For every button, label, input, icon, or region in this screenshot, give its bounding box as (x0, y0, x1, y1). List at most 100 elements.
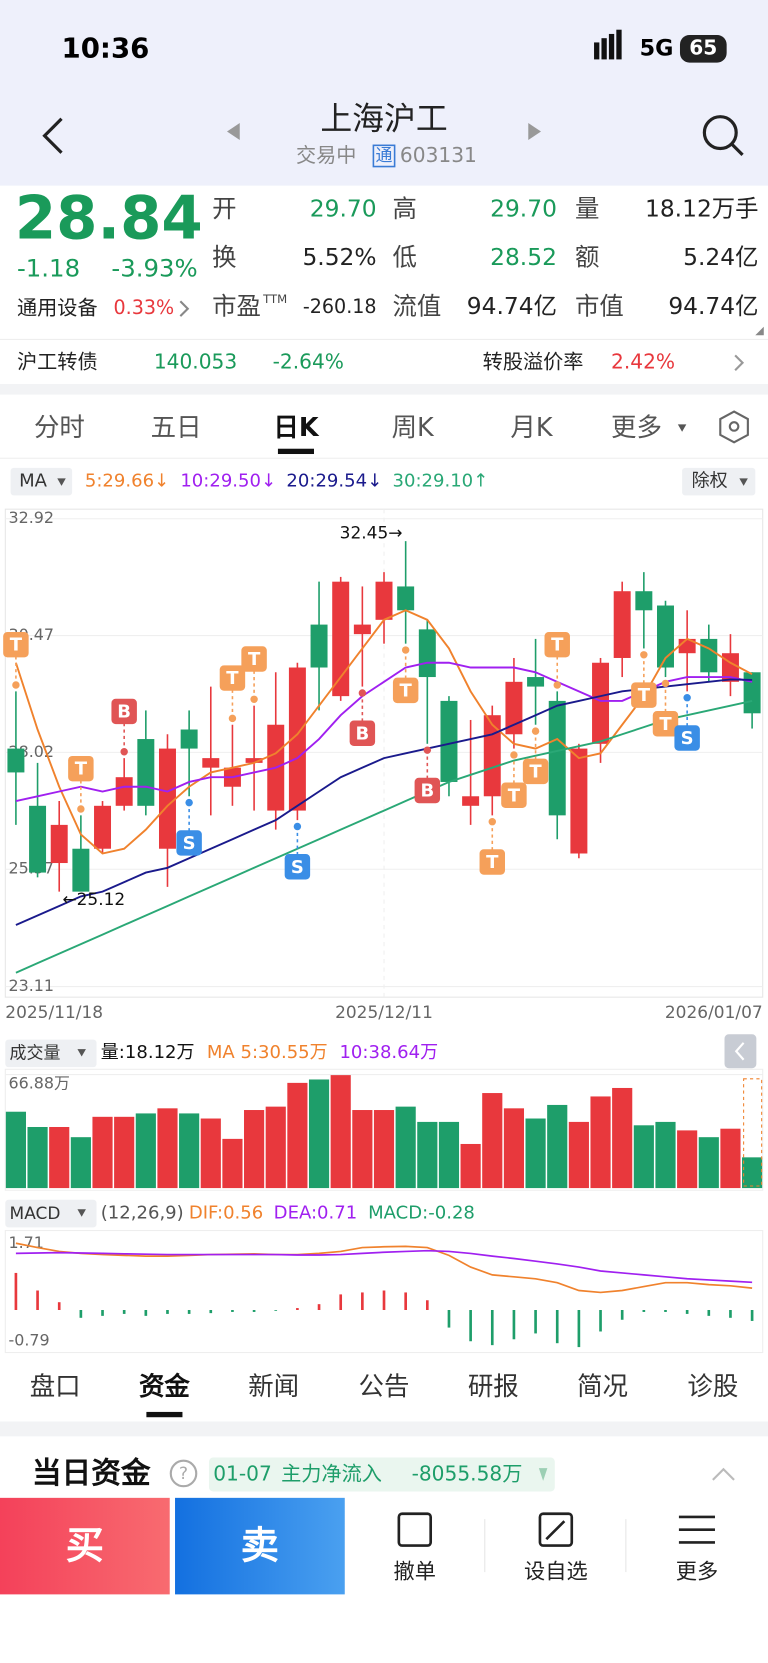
signal-badge (631, 682, 657, 708)
tab-underline (277, 448, 314, 455)
signal-dot (510, 751, 518, 759)
settings-button[interactable] (719, 410, 749, 444)
signal-dot (423, 746, 432, 754)
period-tab[interactable]: 周K (391, 412, 434, 443)
field-label: 额 (574, 244, 600, 273)
volume-bar (633, 1125, 654, 1189)
ma-line (15, 699, 753, 974)
signal-badge (284, 854, 311, 880)
signal-badge (479, 849, 506, 875)
y-tick-label: 66.88万 (8, 1074, 69, 1093)
field-value: 5.24亿 (683, 245, 759, 272)
indicator-button[interactable] (10, 467, 73, 496)
watchlist-icon[interactable] (538, 1512, 574, 1547)
bottom-tab[interactable]: 诊股 (687, 1371, 739, 1402)
macd-button[interactable] (5, 1199, 97, 1228)
header-bg (0, 0, 768, 186)
adjust-button[interactable] (682, 467, 756, 496)
dropdown-icon (77, 1209, 86, 1217)
signal-badge (522, 758, 549, 785)
buy-button[interactable] (0, 1497, 170, 1595)
candle-body (570, 748, 588, 854)
prev-stock[interactable] (227, 123, 240, 141)
back-button[interactable] (42, 117, 63, 154)
action-label[interactable]: 撤单 (393, 1558, 436, 1584)
signal-icon (594, 42, 600, 60)
volume-bar (244, 1110, 265, 1189)
period-tab[interactable]: 五日 (150, 412, 202, 443)
help-icon[interactable] (169, 1459, 198, 1488)
period-tab[interactable]: 更多 (611, 412, 662, 443)
price-change-pct: -3.93% (111, 255, 198, 283)
collapse-button[interactable] (724, 1034, 757, 1069)
volume-button[interactable] (5, 1039, 97, 1068)
buy-label[interactable]: 买 (65, 1524, 104, 1568)
sell-button[interactable] (175, 1497, 345, 1595)
bottom-tab[interactable]: 新闻 (248, 1371, 300, 1402)
signal-dot (661, 679, 670, 688)
signal-label: B (420, 781, 434, 802)
down-arrow (538, 1468, 548, 1481)
field-value: 94.74亿 (466, 293, 557, 321)
help-mark[interactable]: ? (179, 1462, 189, 1483)
chevron (179, 300, 190, 317)
high-annotation: 32.45→ (340, 524, 403, 544)
cancel-icon[interactable] (397, 1512, 433, 1547)
y-tick-label: 23.11 (8, 976, 54, 995)
indicator-label: MA (19, 470, 47, 492)
bottom-tab[interactable]: 研报 (467, 1371, 519, 1402)
bottom-tab[interactable]: 资金 (138, 1371, 190, 1402)
signal-badge (501, 782, 527, 808)
sell-label[interactable]: 卖 (240, 1524, 279, 1568)
volume-label: 成交量 (9, 1042, 61, 1063)
candle-body (310, 624, 328, 668)
signal-dot (401, 646, 410, 654)
bottom-tab[interactable]: 简况 (577, 1371, 628, 1402)
low-annotation: ←25.12 (62, 890, 125, 910)
chevron[interactable] (734, 354, 745, 371)
signal-badge (176, 830, 202, 856)
bottom-tab[interactable]: 公告 (358, 1371, 410, 1402)
period-tab[interactable]: 分时 (33, 412, 85, 443)
signal-badge (674, 725, 700, 751)
signal-dot (531, 727, 540, 735)
candle-body (353, 624, 371, 635)
ma-legend: 30:29.10↑ (392, 470, 489, 492)
search-button[interactable] (702, 115, 738, 151)
signal-badge (349, 720, 376, 746)
signal-badge (652, 710, 679, 737)
signal-label: B (355, 723, 369, 744)
volume-bar (460, 1143, 481, 1189)
collapse-chevron[interactable] (712, 1467, 735, 1481)
last-price: 28.84 (14, 184, 203, 254)
candle-body (158, 748, 176, 849)
bottom-tab[interactable]: 盘口 (29, 1371, 81, 1402)
candle-body (288, 667, 306, 811)
candle-body (743, 672, 761, 714)
next-stock[interactable] (528, 123, 542, 141)
candle-body (505, 681, 523, 735)
field-label: 市值 (574, 293, 624, 321)
field-value: 29.70 (309, 196, 377, 223)
candle-body (397, 586, 415, 611)
period-tab[interactable]: 日K (273, 412, 319, 443)
battery (679, 35, 727, 63)
premium-value: 2.42% (611, 350, 676, 374)
candle-body (613, 591, 631, 658)
signal-badge (544, 631, 570, 658)
volume-bar (720, 1128, 741, 1189)
badge-box (372, 144, 396, 168)
sector-change: 0.33% (113, 297, 175, 320)
signal-dot (228, 714, 237, 723)
signal-label: T (226, 668, 239, 689)
signal-badge (111, 698, 137, 725)
signal-label: T (400, 680, 413, 701)
current-highlight (743, 1078, 763, 1187)
action-label[interactable]: 更多 (675, 1558, 719, 1584)
volume-bar (179, 1113, 200, 1189)
signal-label: S (681, 728, 694, 749)
ma-legend: 20:29.54↓ (286, 470, 383, 492)
action-label[interactable]: 设自选 (524, 1558, 588, 1584)
period-tab[interactable]: 月K (510, 412, 553, 443)
signal-label: T (529, 761, 542, 782)
